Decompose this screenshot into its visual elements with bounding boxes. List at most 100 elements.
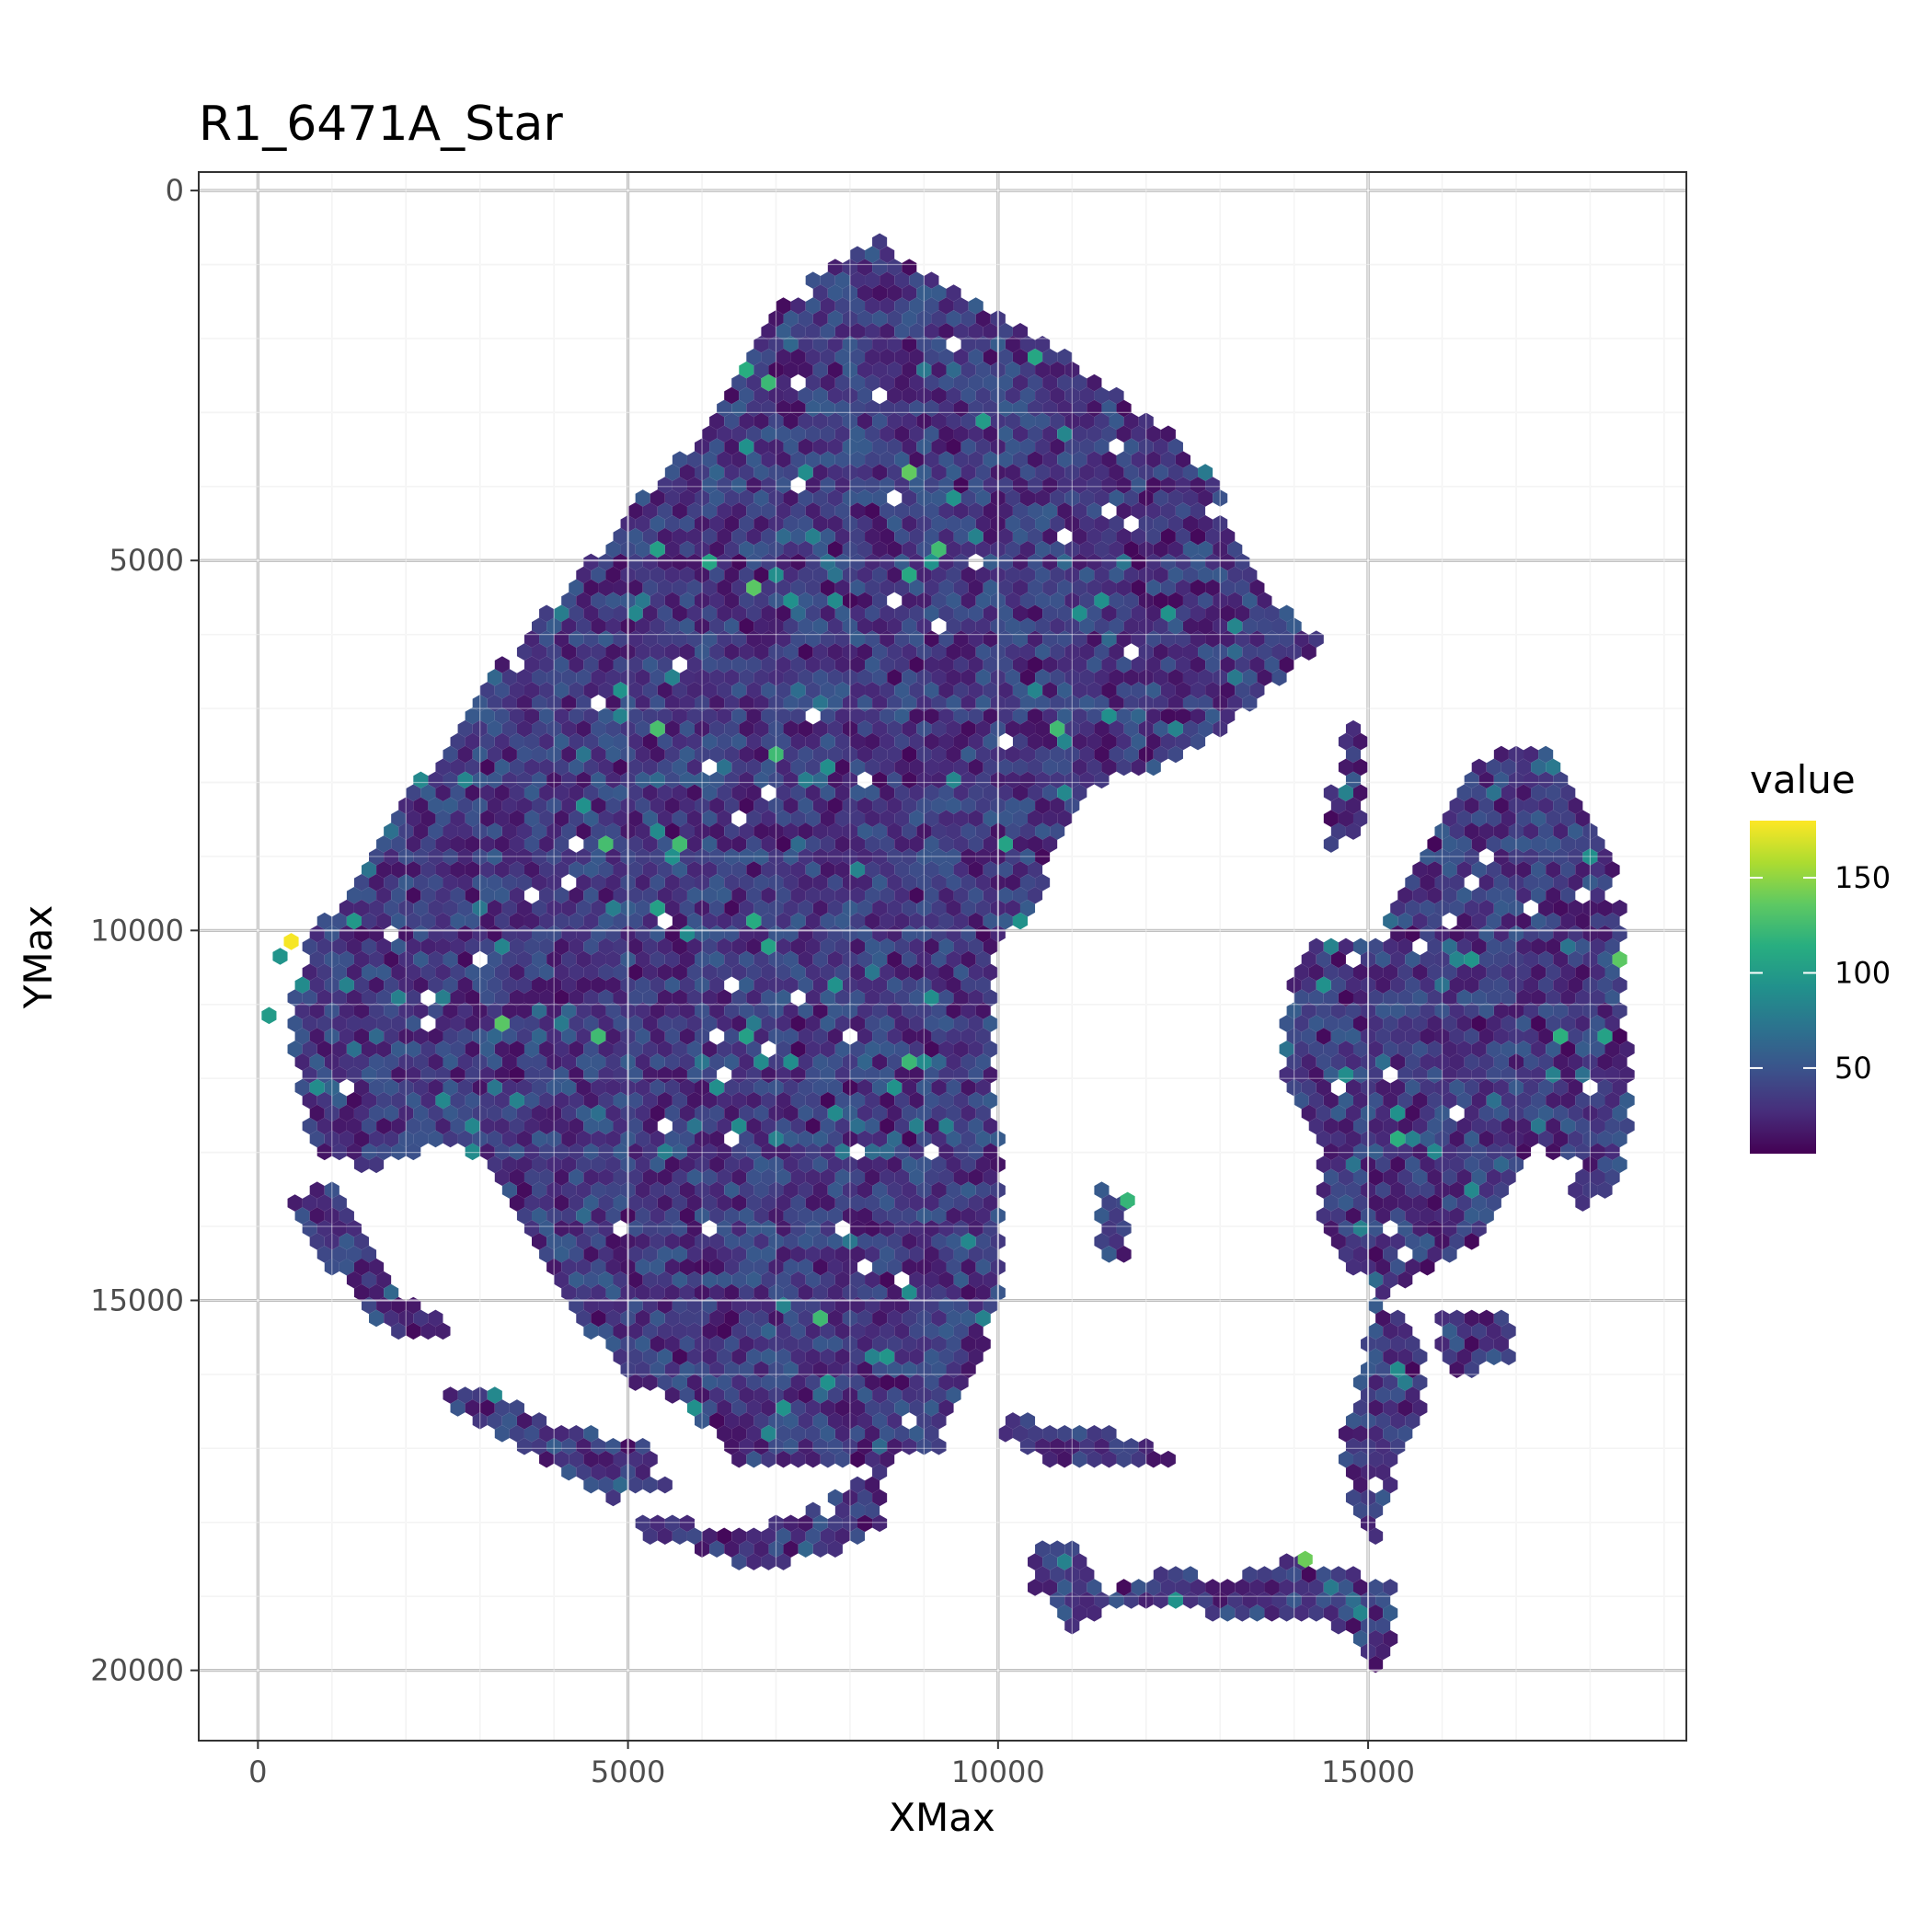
- hex-cell: [413, 1130, 429, 1148]
- hex-cell: [783, 797, 799, 815]
- hex-cell: [583, 1450, 599, 1468]
- hex-cell: [391, 1322, 407, 1340]
- hex-cell: [1338, 963, 1353, 982]
- hex-cell: [880, 656, 895, 673]
- hex-cell: [790, 1220, 806, 1237]
- hex-cell: [746, 861, 762, 879]
- hex-cell: [894, 1194, 910, 1212]
- hex-cell: [909, 297, 925, 315]
- hex-cell: [695, 592, 710, 610]
- hex-cell: [516, 771, 533, 789]
- hex-cell: [294, 1207, 310, 1225]
- hex-cell: [657, 682, 673, 699]
- hex-cell: [457, 1130, 473, 1148]
- hex-cell: [997, 348, 1013, 366]
- hex-cell: [1072, 758, 1087, 776]
- hex-cell: [650, 874, 665, 891]
- hex-cell: [931, 284, 947, 302]
- hex-cell: [1050, 464, 1065, 481]
- hex-cell: [1042, 758, 1058, 776]
- hex-cell: [561, 745, 577, 764]
- hex-cell: [849, 348, 866, 366]
- hex-cell: [887, 1156, 903, 1174]
- hex-cell: [1264, 630, 1280, 648]
- hex-cell: [805, 451, 821, 468]
- hex-cell: [516, 1002, 533, 1019]
- hex-cell: [1220, 527, 1236, 546]
- hex-cell: [1375, 1233, 1391, 1250]
- hex-cell: [731, 425, 747, 443]
- hex-cell: [1264, 1604, 1280, 1622]
- hex-cell: [709, 899, 725, 917]
- hex-cell: [739, 1309, 754, 1328]
- hex-cell: [316, 1091, 332, 1110]
- hex-cell: [731, 1246, 747, 1263]
- hex-cell: [1397, 912, 1413, 930]
- hex-cell: [1249, 604, 1265, 623]
- hex-cell: [627, 732, 643, 751]
- hex-cell: [1145, 553, 1161, 571]
- hex-cell: [465, 861, 480, 879]
- hex-cell: [1087, 1604, 1102, 1622]
- hex-cell: [909, 784, 925, 802]
- hex-cell: [960, 797, 976, 815]
- hex-cell: [1167, 464, 1183, 481]
- hex-cell: [353, 1002, 370, 1019]
- hex-cell: [686, 810, 703, 827]
- hex-cell: [776, 1399, 791, 1417]
- hex-cell: [761, 579, 776, 597]
- hex-cell: [739, 566, 754, 584]
- hex-cell: [820, 1450, 835, 1468]
- hex-cell: [975, 592, 991, 610]
- hex-cell: [650, 540, 665, 558]
- hex-cell: [1050, 643, 1065, 661]
- hex-cell: [324, 1258, 339, 1276]
- hex-cell: [834, 579, 850, 597]
- hex-cell: [865, 1322, 880, 1340]
- hex-cell: [650, 617, 665, 636]
- hex-cell: [1464, 1130, 1479, 1148]
- hex-cell: [398, 1002, 414, 1019]
- hex-cell: [1057, 1553, 1073, 1570]
- hex-cell: [820, 758, 835, 776]
- hex-cell: [1042, 477, 1058, 494]
- hex-cell: [664, 719, 680, 738]
- hex-cell: [509, 989, 524, 1006]
- hex-cell: [591, 617, 606, 636]
- hex-cell: [1375, 1592, 1391, 1609]
- hex-cell: [516, 1130, 533, 1148]
- hex-cell: [975, 1181, 991, 1199]
- hex-cell: [420, 1065, 436, 1084]
- hex-cell: [746, 1374, 762, 1391]
- hex-cell: [406, 810, 421, 827]
- hex-cell: [1352, 1476, 1369, 1494]
- hex-cell: [583, 604, 599, 623]
- hex-cell: [916, 771, 932, 789]
- hex-cell: [627, 1065, 643, 1084]
- hex-cell: [776, 1246, 791, 1263]
- hex-cell: [1286, 1028, 1302, 1045]
- hex-cell: [827, 719, 843, 738]
- hex-cell: [1383, 1374, 1398, 1391]
- hex-cell: [820, 477, 835, 494]
- hex-cell: [465, 732, 480, 751]
- hex-cell: [1471, 1117, 1487, 1135]
- hex-cell: [827, 361, 843, 379]
- hex-cell: [1301, 1104, 1317, 1122]
- hex-cell: [583, 835, 599, 853]
- hex-cell: [657, 886, 673, 904]
- hex-cell: [887, 719, 903, 738]
- hex-cell: [931, 1233, 947, 1250]
- hex-cell: [865, 810, 880, 827]
- hex-cell: [946, 592, 961, 610]
- hex-cell: [872, 233, 888, 251]
- hex-cell: [1375, 1130, 1391, 1148]
- hex-cell: [591, 1463, 606, 1481]
- hex-cell: [909, 1322, 925, 1340]
- hex-cell: [1524, 1104, 1539, 1122]
- hex-cell: [479, 1091, 495, 1110]
- hex-cell: [546, 617, 562, 636]
- hex-cell: [627, 912, 643, 930]
- hex-cell: [1538, 745, 1554, 764]
- hex-cell: [857, 361, 873, 379]
